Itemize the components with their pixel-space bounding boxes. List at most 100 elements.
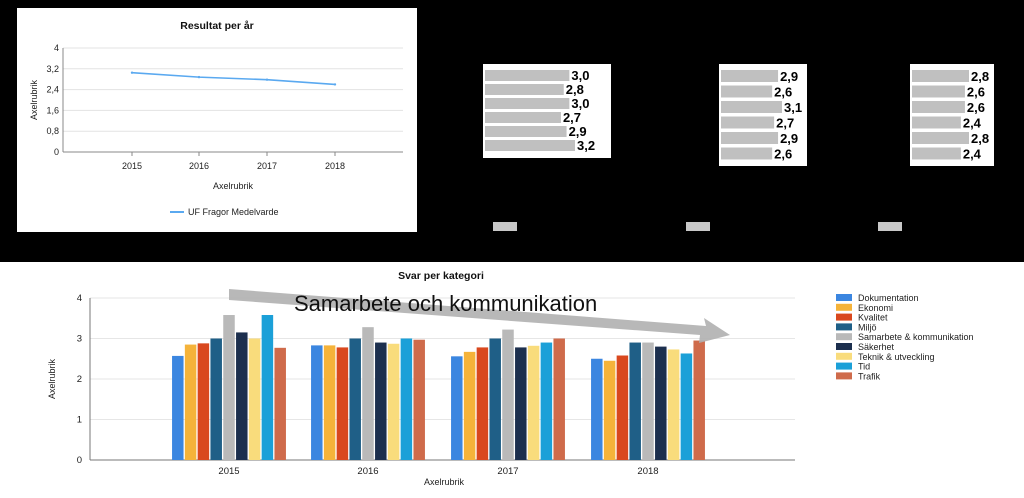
y-tick-label: 0 <box>77 455 82 466</box>
y-tick-label: 0,8 <box>46 126 59 136</box>
grey-tab-3 <box>878 222 902 231</box>
y-axis-label: Axelrubrik <box>29 79 39 120</box>
bar <box>591 358 603 460</box>
hbar-chart-3: 2,82,62,62,42,82,4 <box>912 69 989 162</box>
grey-tab-2 <box>686 222 710 231</box>
bar <box>489 338 501 460</box>
y-tick-label: 3 <box>77 334 82 345</box>
legend-swatch <box>836 333 852 341</box>
bar <box>236 332 248 460</box>
y-tick-label: 4 <box>77 293 82 304</box>
bar <box>248 338 261 460</box>
hbar <box>912 147 961 160</box>
hbar-value-label: 2,8 <box>971 131 989 146</box>
legend-label: UF Fragor Medelvarde <box>188 207 279 217</box>
x-tick-label: 2015 <box>122 161 142 171</box>
hbar <box>485 112 561 123</box>
line-chart-panel: Resultat per år 0 0,8 1,6 2,4 3,2 4 2015 2016 201… <box>17 8 417 232</box>
hbar <box>721 101 782 113</box>
y-tick-label: 2,4 <box>46 85 59 95</box>
legend-label: Teknik & utveckling <box>858 352 935 362</box>
bar <box>349 338 361 460</box>
bar <box>210 338 222 460</box>
bar <box>323 345 336 460</box>
hbar <box>721 132 779 144</box>
bar <box>375 342 387 460</box>
x-tick-label: 2016 <box>189 161 209 171</box>
hbar-panel-1: 3,0 2,8 3,0 2,7 2,9 3,2 <box>483 64 611 158</box>
hbar-value-label: 2,9 <box>780 131 798 146</box>
bar <box>603 360 616 460</box>
y-tick-label: 1 <box>77 415 82 426</box>
bar <box>311 345 323 460</box>
y-tick-label: 4 <box>54 43 59 53</box>
y-tick-label: 1,6 <box>46 105 59 115</box>
line-chart: Resultat per år 0 0,8 1,6 2,4 3,2 4 2015 2016 201… <box>29 20 403 217</box>
bar <box>274 347 286 460</box>
hbar-value-label: 2,8 <box>566 82 584 97</box>
hbar-value-label: 3,0 <box>571 96 589 111</box>
bar <box>336 347 349 460</box>
bar <box>197 343 210 460</box>
grey-tab-1 <box>493 222 517 231</box>
hbar <box>485 140 575 151</box>
y-tick-label: 0 <box>54 147 59 157</box>
bar <box>413 339 425 460</box>
x-tick-label: 2015 <box>218 466 239 477</box>
x-tick-label: 2018 <box>325 161 345 171</box>
x-tick-label: 2017 <box>257 161 277 171</box>
hbar-value-label: 2,8 <box>971 69 989 84</box>
hbar-value-label: 2,9 <box>569 124 587 139</box>
legend-swatch <box>836 303 852 311</box>
bar <box>463 351 476 460</box>
hbar-value-label: 2,6 <box>967 85 985 100</box>
bar <box>540 342 553 460</box>
bar <box>527 345 540 460</box>
legend-swatch <box>836 313 852 321</box>
legend-label: Miljö <box>858 322 877 332</box>
hbar-value-label: 2,7 <box>776 116 794 131</box>
bar <box>223 315 235 460</box>
bar <box>476 347 489 460</box>
bar <box>680 353 693 460</box>
bar <box>655 346 667 460</box>
y-tick-label: 2 <box>77 374 82 385</box>
x-tick-label: 2017 <box>497 466 518 477</box>
chart-title: Resultat per år <box>180 20 254 32</box>
hbar-value-label: 3,1 <box>784 100 802 115</box>
bar <box>502 329 514 460</box>
bar <box>642 342 654 460</box>
hbar <box>912 132 969 144</box>
hbar <box>912 70 969 82</box>
x-axis-label: Axelrubrik <box>213 181 254 191</box>
series-line <box>131 71 336 86</box>
bar <box>667 349 680 460</box>
data-point <box>197 75 201 79</box>
hbar <box>721 116 775 129</box>
hbar <box>912 85 965 98</box>
hbar-value-label: 2,4 <box>963 116 982 131</box>
hbar-chart-2: 2,92,63,12,72,92,6 <box>721 69 802 162</box>
hbar <box>721 85 773 98</box>
hbar-panel-2: 2,9 2,6 3,1 2,7 2,9 2,6 <box>719 64 807 166</box>
hbar <box>721 147 773 160</box>
annotation-arrow <box>229 289 730 343</box>
legend-swatch <box>836 372 852 380</box>
legend-label: Dokumentation <box>858 293 919 303</box>
bar <box>387 343 400 460</box>
hbar-value-label: 3,0 <box>571 68 589 83</box>
legend-swatch <box>836 352 852 360</box>
legend-label: Samarbete & kommunikation <box>858 332 974 342</box>
y-axis-label: Axelrubrik <box>47 358 57 399</box>
legend-label: Säkerhet <box>858 342 895 352</box>
bar <box>629 342 641 460</box>
legend-swatch <box>836 362 852 370</box>
hbar <box>485 98 570 109</box>
data-point <box>333 83 337 86</box>
bar <box>172 355 184 460</box>
hbar-value-label: 2,9 <box>780 69 798 84</box>
hbar-value-label: 2,6 <box>774 85 792 100</box>
hbar-chart-1: 3,02,83,02,72,93,2 <box>485 68 595 153</box>
legend-swatch <box>836 343 852 350</box>
legend-label: Tid <box>858 362 870 372</box>
